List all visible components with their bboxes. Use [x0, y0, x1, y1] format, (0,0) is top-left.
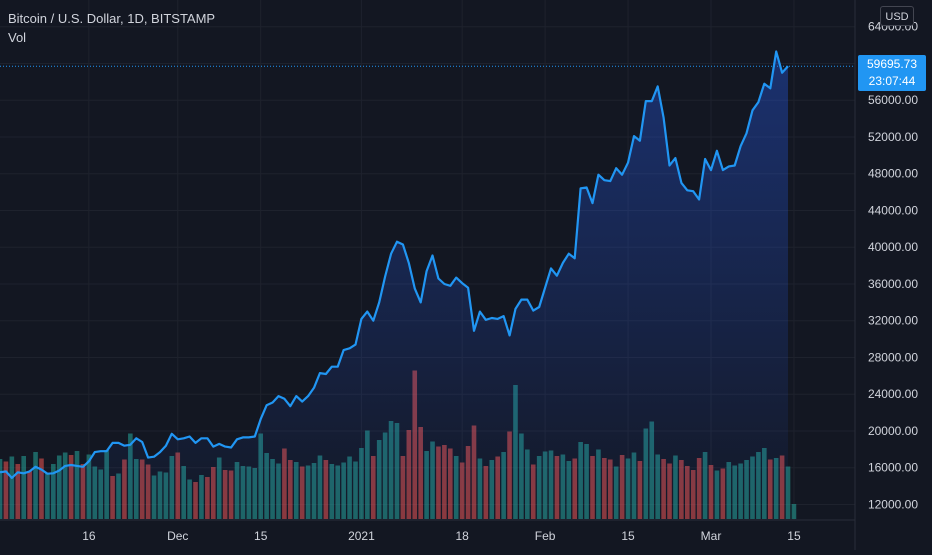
volume-bar	[791, 504, 797, 519]
symbol-title[interactable]: Bitcoin / U.S. Dollar, 1D, BITSTAMP	[8, 11, 216, 26]
bar-countdown: 23:07:44	[868, 74, 916, 88]
y-tick-label: 12000.00	[868, 498, 918, 512]
x-tick-label: 18	[455, 529, 469, 543]
y-tick-label: 48000.00	[868, 167, 918, 181]
x-tick-label: 2021	[348, 529, 375, 543]
y-tick-label: 44000.00	[868, 203, 918, 217]
y-tick-label: 24000.00	[868, 387, 918, 401]
y-tick-label: 16000.00	[868, 461, 918, 475]
price-area-fill	[0, 51, 788, 519]
volume-bar	[785, 466, 791, 519]
last-price-value: 59695.73	[866, 57, 918, 71]
y-tick-label: 32000.00	[868, 314, 918, 328]
x-tick-label: 15	[787, 529, 801, 543]
y-tick-label: 28000.00	[868, 350, 918, 364]
x-tick-label: 16	[82, 529, 96, 543]
last-price-tag: 59695.73 23:07:44	[858, 55, 926, 91]
x-tick-label: 15	[621, 529, 635, 543]
y-tick-label: 56000.00	[868, 93, 918, 107]
x-tick-label: Feb	[535, 529, 556, 543]
y-tick-label: 40000.00	[868, 240, 918, 254]
x-tick-label: Mar	[701, 529, 722, 543]
volume-legend-label[interactable]: Vol	[8, 30, 27, 45]
y-tick-label: 36000.00	[868, 277, 918, 291]
x-tick-label: Dec	[167, 529, 188, 543]
price-line[interactable]	[0, 50, 789, 479]
y-tick-label: 52000.00	[868, 130, 918, 144]
x-tick-label: 15	[254, 529, 268, 543]
currency-button[interactable]: USD	[880, 6, 914, 26]
chart-legend: Bitcoin / U.S. Dollar, 1D, BITSTAMP Vol	[8, 9, 215, 47]
y-tick-label: 20000.00	[868, 424, 918, 438]
